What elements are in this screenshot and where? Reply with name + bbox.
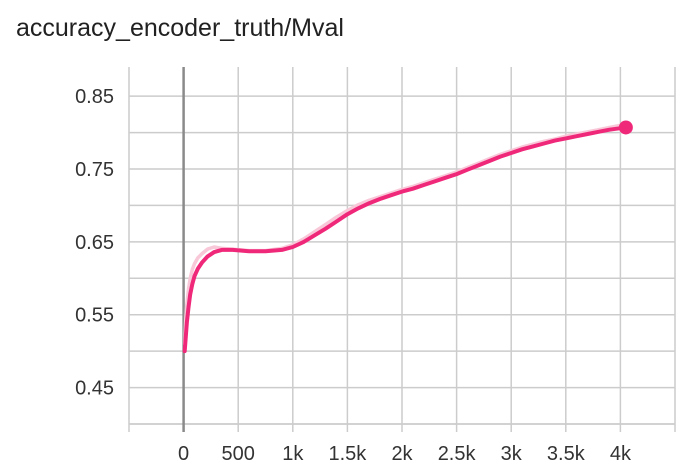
y-tick-label: 0.65	[75, 232, 114, 254]
end-markers	[618, 120, 633, 135]
y-tick-label: 0.55	[75, 305, 114, 327]
axes	[128, 67, 676, 432]
series-line-raw	[182, 123, 623, 346]
series-lines	[182, 123, 628, 354]
x-tick-label: 3.5k	[547, 443, 586, 465]
y-tick-label: 0.75	[75, 159, 114, 181]
x-tick-label: 2.5k	[438, 443, 477, 465]
x-tick-label: 4k	[610, 443, 632, 465]
x-tick-label: 3k	[501, 443, 523, 465]
chart-title: accuracy_encoder_truth/Mval	[16, 14, 344, 42]
series-end-point[interactable]	[618, 120, 633, 135]
grid-lines	[128, 67, 676, 425]
y-axis-tick-labels: 0.45 0.55 0.65 0.75 0.85	[75, 86, 114, 399]
x-tick-label: 500	[222, 443, 255, 465]
x-tick-label: 1k	[282, 443, 304, 465]
series-line-smoothed	[182, 125, 628, 354]
y-tick-label: 0.85	[75, 86, 114, 108]
x-axis-tick-labels: 0 500 1k 1.5k 2k 2.5k 3k 3.5k 4k	[178, 443, 632, 465]
x-tick-label: 1.5k	[328, 443, 367, 465]
x-tick-label: 0	[178, 443, 189, 465]
x-tick-label: 2k	[391, 443, 413, 465]
y-tick-label: 0.45	[75, 378, 114, 400]
